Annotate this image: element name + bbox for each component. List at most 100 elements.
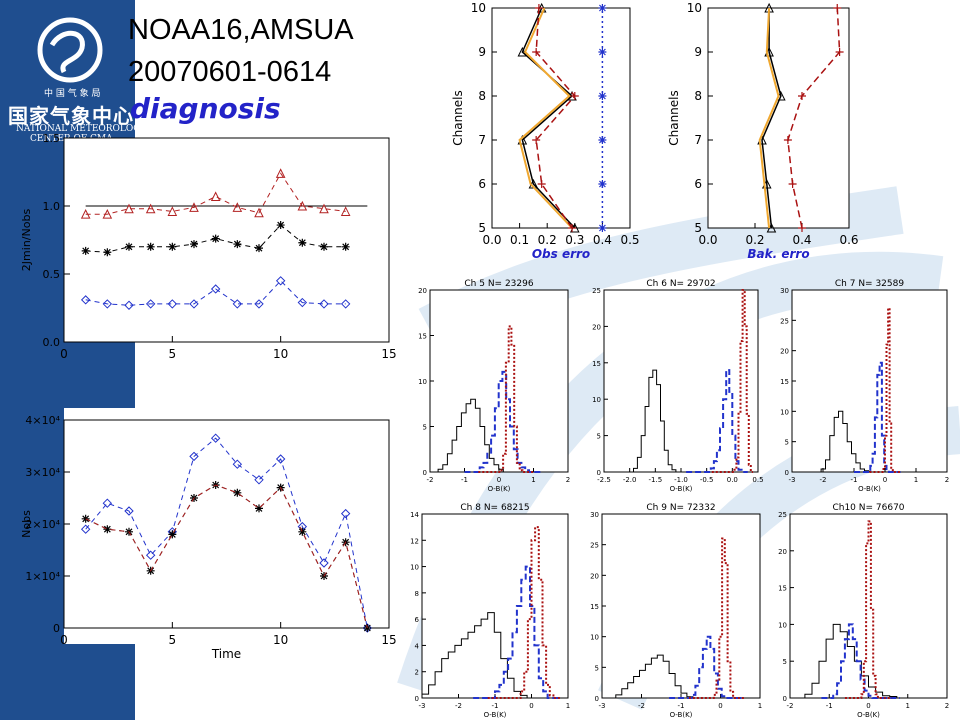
data-point-triangle bbox=[102, 209, 113, 219]
y-tick-label: 5 bbox=[595, 664, 599, 672]
data-point-triangle bbox=[319, 203, 329, 214]
y-tick-label: 5 bbox=[694, 221, 702, 235]
data-point-plus bbox=[835, 48, 844, 56]
y-tick-label: 0.0 bbox=[43, 336, 61, 349]
y-tick-label: 10 bbox=[418, 378, 427, 386]
data-point-triangle bbox=[189, 202, 199, 212]
data-point-diamond bbox=[254, 475, 264, 485]
data-point-diamond bbox=[189, 451, 199, 462]
data-point-star bbox=[233, 240, 242, 249]
histogram-series bbox=[473, 565, 561, 699]
x-tick-label: 0.4 bbox=[792, 233, 811, 247]
logo-english-line1: NATIONAL METEOROLOGICAL bbox=[16, 124, 164, 134]
y-tick-label: 30 bbox=[590, 511, 599, 519]
series-line bbox=[761, 8, 782, 229]
x-tick-label: -1 bbox=[492, 702, 499, 710]
x-axis-label: O-B(K) bbox=[858, 485, 881, 493]
y-tick-label: 0 bbox=[595, 695, 599, 703]
y-tick-label: 10 bbox=[471, 1, 486, 15]
plot-frame bbox=[421, 513, 569, 699]
x-tick-label: 5 bbox=[169, 633, 177, 647]
series-line bbox=[85, 280, 346, 306]
series-line bbox=[758, 7, 780, 229]
x-tick-label: 0 bbox=[883, 476, 887, 484]
y-tick-label: 0 bbox=[415, 695, 419, 703]
y-tick-label: 30 bbox=[780, 287, 789, 295]
data-point-star bbox=[233, 488, 242, 497]
data-point-star bbox=[598, 48, 607, 56]
logo-small-text: 中 国 气 象 局 bbox=[44, 89, 101, 99]
y-tick-label: 15 bbox=[590, 603, 599, 611]
y-tick-label: 0 bbox=[53, 622, 60, 635]
title-line1: NOAA16,AMSUA bbox=[128, 14, 354, 46]
y-tick-label: 0 bbox=[785, 469, 789, 477]
plot-frame bbox=[429, 289, 569, 473]
x-tick-label: -1.5 bbox=[648, 476, 662, 484]
x-tick-label: 10 bbox=[273, 347, 288, 361]
data-point-diamond bbox=[319, 558, 329, 568]
x-tick-label: -2 bbox=[455, 702, 462, 710]
data-point-star bbox=[598, 180, 607, 188]
x-tick-label: -1 bbox=[826, 702, 833, 710]
x-tick-label: 0 bbox=[718, 702, 722, 710]
data-point-triangle bbox=[167, 206, 178, 216]
data-point-diamond bbox=[80, 524, 91, 534]
y-tick-label: 25 bbox=[780, 317, 789, 325]
x-tick-label: 0.5 bbox=[752, 476, 763, 484]
data-point-star bbox=[276, 221, 285, 230]
y-tick-label: 6 bbox=[694, 177, 702, 191]
data-point-plus bbox=[783, 136, 792, 144]
data-point-diamond bbox=[275, 276, 286, 286]
x-axis-label: O-B(K) bbox=[484, 711, 507, 719]
data-point-star bbox=[598, 224, 607, 232]
y-tick-label: 25 bbox=[590, 542, 599, 550]
x-tick-label: -2 bbox=[427, 476, 434, 484]
chart-obs_err: 0.0 0.1 0.2 0.3 0.4 0.5 5 6 7 8 9 10 Channels Obs err… bbox=[451, 1, 640, 261]
y-tick-label: 7 bbox=[478, 133, 486, 147]
y-tick-label: 15 bbox=[592, 360, 601, 368]
chart-ratio: 0 5 10 15 0.0 0.5 1.0 1.5 2Jmin/Nobs bbox=[20, 132, 397, 361]
histogram-series bbox=[821, 623, 900, 699]
y-tick-label: 10 bbox=[590, 634, 599, 642]
histogram-series bbox=[478, 325, 534, 473]
y-tick-label: 10 bbox=[410, 564, 419, 572]
data-point-triangle bbox=[210, 191, 221, 201]
x-tick-label: 0 bbox=[60, 347, 68, 361]
x-tick-label: 0.0 bbox=[698, 233, 717, 247]
data-point-diamond bbox=[189, 299, 199, 309]
data-point-star bbox=[81, 514, 90, 523]
histogram-title: Ch 6 N= 29702 bbox=[646, 279, 715, 289]
x-tick-label: -2 bbox=[638, 702, 645, 710]
data-point-plus bbox=[532, 48, 541, 56]
data-point-diamond bbox=[210, 433, 221, 443]
x-axis-label: O-B(K) bbox=[857, 711, 880, 719]
y-tick-label: 0.5 bbox=[43, 268, 61, 281]
y-tick-label: 9 bbox=[694, 45, 702, 59]
y-tick-label: 20 bbox=[778, 548, 787, 556]
x-tick-label: 0.5 bbox=[620, 233, 639, 247]
logo-emblem bbox=[37, 17, 103, 83]
data-point-star bbox=[168, 530, 177, 539]
data-point-plus bbox=[570, 92, 579, 100]
y-tick-label: 1.0 bbox=[43, 200, 61, 213]
x-tick-label: 15 bbox=[381, 347, 396, 361]
data-point-diamond bbox=[340, 299, 351, 309]
data-point-star bbox=[103, 525, 112, 534]
plot-frame bbox=[63, 419, 390, 629]
data-point-star bbox=[341, 242, 350, 251]
y-tick-label: 9 bbox=[478, 45, 486, 59]
histogram-title: Ch 5 N= 23296 bbox=[464, 279, 533, 289]
series-line bbox=[518, 7, 573, 229]
data-point-diamond bbox=[232, 299, 243, 309]
diagnosis-label: diagnosis bbox=[130, 92, 281, 125]
series-line bbox=[85, 484, 368, 629]
x-tick-label: 2 bbox=[945, 476, 949, 484]
data-point-diamond bbox=[145, 550, 156, 560]
data-point-star bbox=[298, 238, 307, 247]
x-tick-label: -0.5 bbox=[700, 476, 714, 484]
data-point-plus bbox=[537, 180, 546, 188]
histogram-series bbox=[688, 537, 745, 699]
x-tick-label: -1.0 bbox=[674, 476, 688, 484]
